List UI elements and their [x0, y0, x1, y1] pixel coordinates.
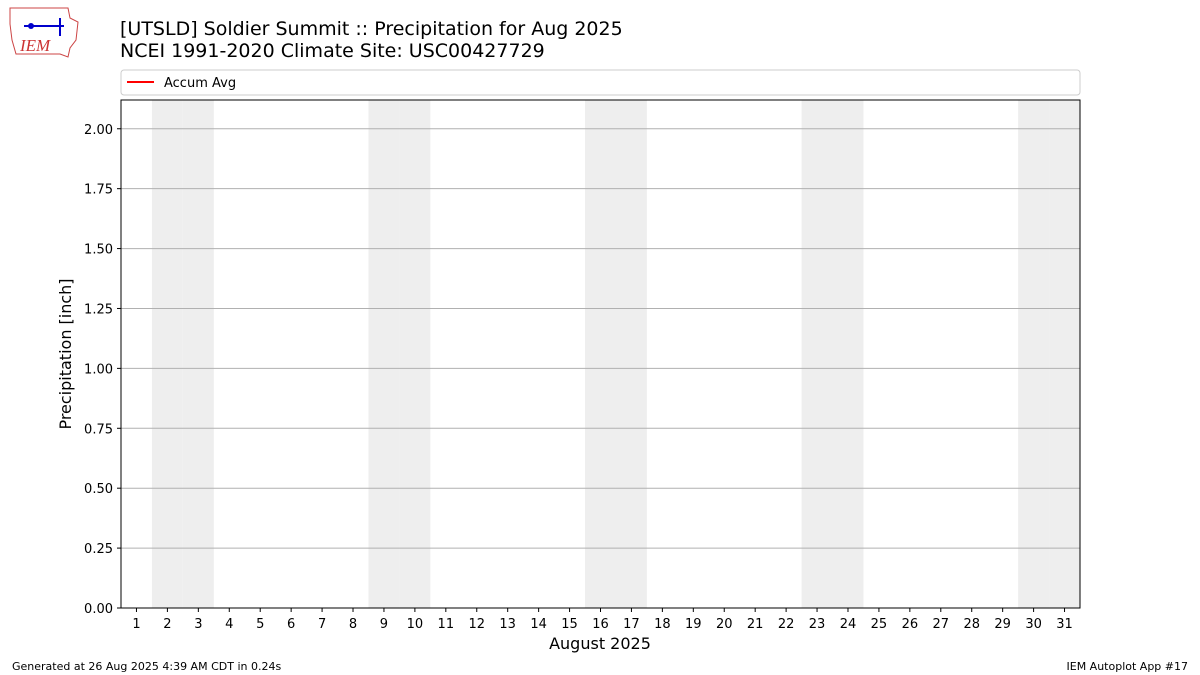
x-tick-label: 22 — [778, 617, 795, 632]
x-tick-label: 10 — [407, 617, 424, 632]
x-tick-label: 7 — [318, 617, 326, 632]
x-tick-label: 3 — [194, 617, 202, 632]
x-tick-label: 12 — [468, 617, 485, 632]
x-tick-label: 2 — [163, 617, 171, 632]
x-tick-label: 11 — [438, 617, 455, 632]
weekend-band — [1018, 100, 1050, 608]
y-tick-label: 0.00 — [84, 602, 113, 617]
y-tick-label: 1.25 — [84, 302, 113, 317]
x-tick-label: 5 — [256, 617, 264, 632]
weekend-band — [399, 100, 431, 608]
x-tick-label: 28 — [963, 617, 980, 632]
x-tick-label: 17 — [623, 617, 640, 632]
x-tick-label: 24 — [840, 617, 857, 632]
weekend-band — [585, 100, 616, 608]
y-tick-label: 0.75 — [84, 422, 113, 437]
weekend-band — [1049, 100, 1080, 608]
x-tick-label: 9 — [380, 617, 388, 632]
plot-frame — [120, 99, 1081, 609]
legend-label: Accum Avg — [164, 76, 236, 91]
x-tick-label: 18 — [654, 617, 671, 632]
weekend-band — [151, 100, 183, 608]
x-tick-label: 15 — [561, 617, 578, 632]
weekend-band — [182, 100, 214, 608]
footer-left: Generated at 26 Aug 2025 4:39 AM CDT in … — [12, 660, 281, 673]
x-tick-label: 13 — [499, 617, 516, 632]
x-tick-label: 25 — [871, 617, 888, 632]
x-tick-label: 31 — [1056, 617, 1073, 632]
weekend-band — [368, 100, 400, 608]
x-tick-label: 19 — [685, 617, 702, 632]
chart-title: [UTSLD] Soldier Summit :: Precipitation … — [120, 18, 623, 40]
y-tick-label: 1.50 — [84, 243, 113, 258]
x-tick-label: 16 — [592, 617, 609, 632]
y-tick-label: 0.50 — [84, 482, 113, 497]
x-axis-label: August 2025 — [549, 634, 651, 653]
weekend-band — [615, 100, 647, 608]
y-tick-label: 0.25 — [84, 542, 113, 557]
x-tick-label: 14 — [530, 617, 547, 632]
x-tick-label: 4 — [225, 617, 233, 632]
x-tick-label: 29 — [994, 617, 1011, 632]
chart-subtitle: NCEI 1991-2020 Climate Site: USC00427729 — [120, 40, 545, 62]
logo-text: IEM — [19, 36, 51, 55]
x-tick-label: 20 — [716, 617, 733, 632]
x-tick-label: 1 — [132, 617, 140, 632]
footer-right: IEM Autoplot App #17 — [1067, 660, 1189, 673]
y-tick-label: 2.00 — [84, 123, 113, 138]
x-tick-label: 23 — [809, 617, 826, 632]
x-tick-label: 27 — [933, 617, 950, 632]
x-tick-label: 30 — [1025, 617, 1042, 632]
x-tick-label: 26 — [902, 617, 919, 632]
y-tick-label: 1.00 — [84, 362, 113, 377]
weekend-band — [832, 100, 864, 608]
y-axis-label: Precipitation [inch] — [56, 278, 75, 429]
weekend-band — [801, 100, 833, 608]
legend-box — [120, 69, 1081, 96]
logo: IEM — [9, 7, 79, 58]
x-tick-label: 8 — [349, 617, 357, 632]
y-tick-label: 1.75 — [84, 183, 113, 198]
x-tick-label: 6 — [287, 617, 295, 632]
x-tick-label: 21 — [747, 617, 764, 632]
